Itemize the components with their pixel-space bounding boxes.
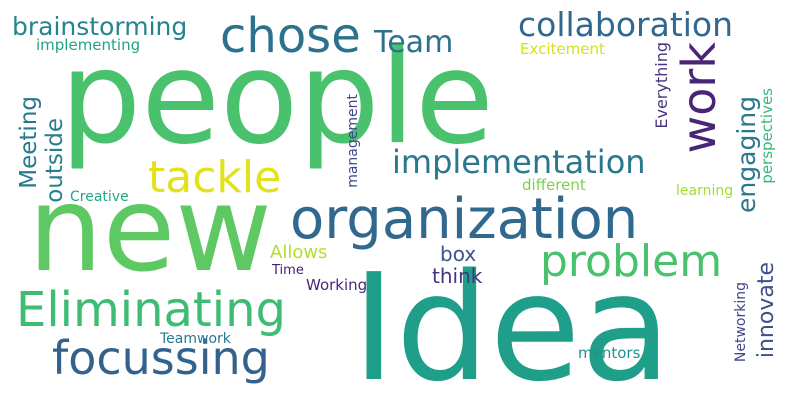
word-problem: problem [540,236,723,287]
word-everything: Everything [652,42,671,129]
word-working: Working [306,276,368,294]
word-implementation: implementation [392,143,646,181]
word-engaging: engaging [732,96,761,213]
word-different: different [522,176,586,194]
word-new: new [28,160,272,298]
word-networking: Networking [733,282,749,363]
word-idea: Idea [352,242,672,405]
word-innovate: innovate [754,262,779,359]
word-brainstorming: brainstorming [12,12,188,41]
word-collaboration: collaboration [518,5,734,44]
word-excitement: Excitement [520,40,605,58]
word-team: Team [374,25,454,60]
word-chose: chose [220,8,361,64]
word-learning: learning [676,183,734,199]
word-work: work [672,42,726,154]
word-organization: organization [290,187,639,252]
word-outside: outside [42,118,68,203]
word-time: Time [272,263,304,278]
word-implementing: implementing [36,36,141,54]
word-box: box [440,242,477,266]
word-perspectives: perspectives [758,88,776,184]
word-management: management [345,94,361,188]
word-people: people [60,24,494,173]
word-focussing: focussing [52,331,270,385]
word-mentors: mentors [578,344,641,362]
word-eliminating: Eliminating [16,282,286,338]
word-meeting: Meeting [16,96,42,189]
word-allows: Allows [270,242,328,263]
word-tackle: tackle [148,152,282,203]
word-creative: Creative [70,189,129,205]
word-think: think [432,264,483,288]
word-teamwork: Teamwork [160,331,231,347]
